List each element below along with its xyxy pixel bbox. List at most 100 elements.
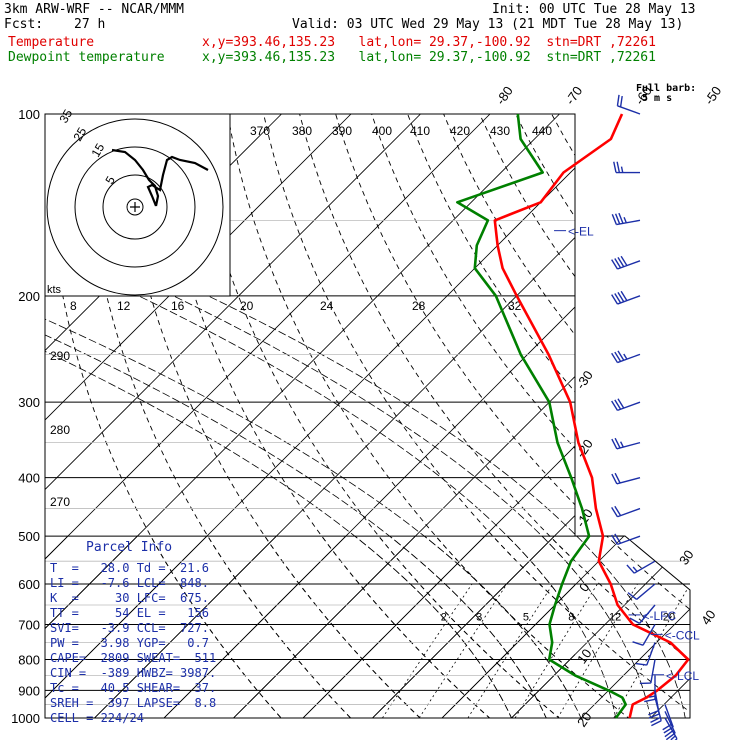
isotherm-label: 20 [574, 709, 595, 729]
barb-shaft [616, 219, 641, 226]
barb-feather [614, 533, 622, 544]
barb-feather [611, 259, 619, 270]
barb-feather [635, 662, 647, 666]
theta-label: 390 [332, 124, 352, 138]
hodograph-axis-label: 16 [171, 299, 185, 313]
isotherm [707, 56, 740, 731]
wind-barb [626, 560, 656, 574]
barb-feather [614, 213, 621, 225]
isotherm-label: 0 [576, 580, 592, 595]
barb-shaft [617, 507, 641, 518]
dewpoint-legend: Dewpoint temperature [8, 50, 165, 65]
hodograph-axis-label: 20 [240, 299, 254, 313]
wind-barb [613, 161, 640, 174]
theta-label: 400 [372, 124, 392, 138]
hodograph-ring [74, 146, 196, 268]
wind-barb [611, 533, 641, 546]
wind-barb [629, 604, 656, 625]
hodograph-ring-label: 35 [56, 107, 75, 126]
barb-feather [627, 592, 638, 600]
isotherm [428, 536, 690, 718]
pressure-label: 200 [18, 289, 40, 304]
isotherm [232, 375, 575, 718]
wind-barb [632, 624, 656, 646]
parcel-row: CAPE= 2809 SWEAT= 511 [50, 651, 217, 665]
barb-shaft [646, 642, 656, 666]
wind-barb [611, 255, 641, 270]
barb-feather [651, 720, 662, 727]
isotherm-label: -80 [493, 83, 516, 107]
isotherm [510, 653, 575, 718]
lcl-marker-label: <-LCL [666, 669, 699, 683]
parcel-row: CIN = -389 HWBZ= 3987. [50, 666, 217, 680]
dry-adiabat [335, 114, 575, 506]
barb-shaft [664, 711, 676, 734]
barb-shaft [636, 583, 656, 600]
plot-border [44, 113, 691, 719]
barb-feather [614, 505, 622, 516]
barb-feather [664, 729, 675, 738]
wind-barb [611, 350, 641, 364]
parcel-row: TT = 54 EL = 156 [50, 606, 209, 620]
parcel-row: SVI= -3.9 CCL= 727. [50, 621, 209, 635]
barb-shaft [617, 260, 641, 270]
model-title: 3km ARW-WRF -- NCAR/MMM [4, 2, 185, 17]
temperature-location: x,y=393.46,135.23 lat,lon= 29.37,-100.92… [202, 35, 656, 50]
mixing-ratio-label: 8 [568, 611, 574, 623]
isotherm [707, 56, 740, 731]
pressure-label: 700 [18, 617, 40, 632]
theta-label: 380 [292, 124, 312, 138]
isotherm [45, 114, 422, 491]
wind-barbs [611, 94, 678, 740]
isotherm [568, 56, 740, 731]
hodograph-axis-label: 24 [320, 299, 334, 313]
hodograph-ring [126, 198, 144, 216]
barb-feather [648, 695, 656, 698]
wind-barb [662, 704, 674, 734]
barb-feather [611, 294, 619, 305]
dry-adiabat [726, 56, 740, 731]
wind-barb [611, 212, 641, 226]
profiles [456, 113, 690, 719]
hodograph-ring [46, 118, 224, 296]
barb-feather [619, 441, 624, 448]
barb-feather [614, 293, 622, 304]
barb-shaft [617, 353, 641, 364]
barb-feather [611, 473, 618, 485]
theta-label: 290 [50, 349, 70, 363]
barb-shaft [639, 604, 656, 624]
dry-adiabat [551, 114, 575, 157]
parcel-row: LI = -7.6 LCL= 848. [50, 576, 209, 590]
barb-key-title: Full barb: [636, 83, 697, 94]
barb-feather [670, 735, 676, 740]
mixing-ratio-line [418, 583, 508, 718]
lfc-marker-label: <-LFC [643, 609, 677, 623]
temperature-profile [493, 113, 690, 719]
barb-feather [632, 641, 644, 646]
pressure-label: 400 [18, 471, 40, 486]
barb-feather [663, 726, 674, 734]
pressure-label: 800 [18, 652, 40, 667]
barb-feather [617, 256, 625, 268]
dry-adiabat [371, 114, 575, 450]
isotherm [45, 114, 352, 421]
barb-shaft [617, 295, 641, 305]
barb-feather [665, 732, 676, 740]
barb-feather [611, 438, 618, 450]
mixing-ratio-label: 3 [476, 611, 482, 623]
barb-feather [648, 713, 660, 719]
isotherm-label: -70 [562, 83, 585, 107]
dry-adiabat [218, 536, 646, 718]
parcel-row: K = 30 LFC= 675. [50, 591, 209, 605]
barb-feather [611, 400, 619, 411]
theta-label: 420 [450, 124, 470, 138]
wind-barb [639, 659, 656, 685]
barb-shaft [617, 401, 641, 412]
dry-adiabat [151, 536, 505, 718]
isotherm [45, 536, 619, 718]
dry-adiabat [117, 536, 434, 718]
barb-feather [623, 216, 627, 224]
isotherm-label: -30 [573, 368, 596, 392]
